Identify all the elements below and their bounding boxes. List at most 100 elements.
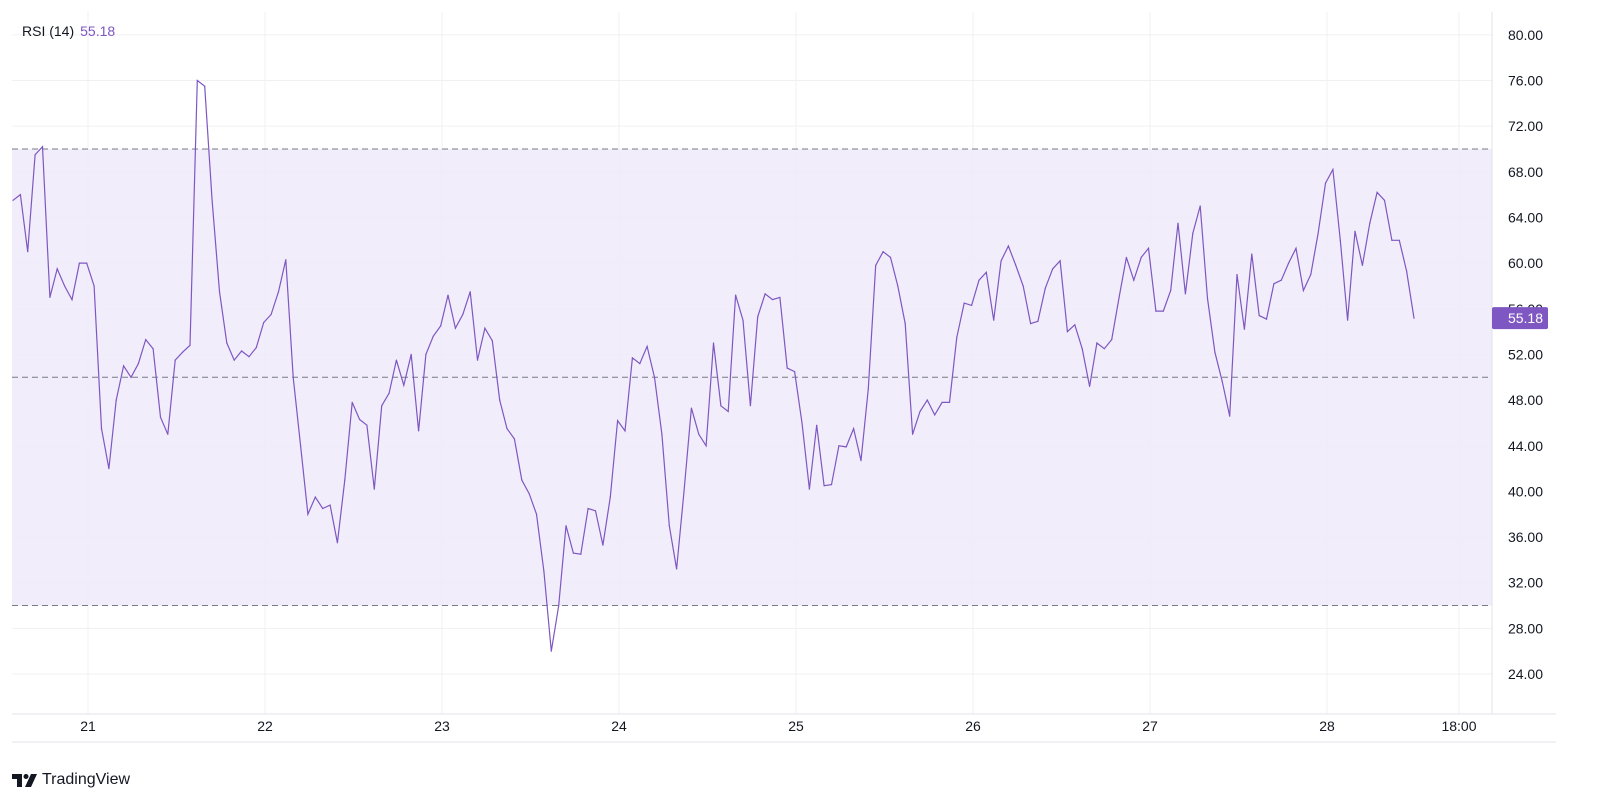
rsi-point bbox=[1147, 247, 1150, 249]
rsi-point bbox=[1273, 283, 1275, 285]
rsi-point bbox=[528, 493, 530, 495]
indicator-legend[interactable]: RSI (14) 55.18 bbox=[22, 23, 115, 39]
price-axis-tick-label: 28.00 bbox=[1508, 620, 1543, 636]
price-axis-tick-label: 68.00 bbox=[1508, 164, 1543, 180]
rsi-point bbox=[889, 256, 892, 258]
rsi-point bbox=[204, 85, 206, 87]
time-axis-tick-label: 22 bbox=[257, 718, 273, 734]
rsi-point bbox=[307, 513, 309, 515]
rsi-point bbox=[344, 479, 346, 481]
rsi-point bbox=[853, 428, 855, 430]
rsi-point bbox=[277, 291, 280, 293]
rsi-point bbox=[1074, 324, 1076, 326]
rsi-point bbox=[211, 199, 213, 201]
rsi-point bbox=[882, 251, 884, 253]
rsi-point bbox=[432, 335, 434, 337]
rsi-point bbox=[572, 552, 575, 554]
rsi-point bbox=[255, 347, 257, 349]
rsi-point bbox=[27, 251, 29, 253]
rsi-point bbox=[12, 199, 14, 201]
rsi-point bbox=[897, 285, 899, 287]
rsi-point bbox=[233, 359, 235, 361]
rsi-point bbox=[1044, 287, 1046, 289]
rsi-point bbox=[875, 264, 877, 266]
time-axis-tick-label: 28 bbox=[1319, 718, 1335, 734]
rsi-point bbox=[1199, 205, 1201, 207]
rsi-point bbox=[1361, 264, 1363, 266]
rsi-point bbox=[189, 344, 191, 346]
time-axis-tick-label: 23 bbox=[434, 718, 450, 734]
rsi-point bbox=[971, 304, 973, 306]
rsi-point bbox=[904, 323, 906, 325]
rsi-point bbox=[506, 428, 508, 430]
rsi-point bbox=[1406, 270, 1408, 272]
rsi-point bbox=[771, 299, 774, 301]
rsi-point bbox=[123, 365, 125, 367]
rsi-point bbox=[1354, 230, 1356, 232]
rsi-point bbox=[1265, 318, 1268, 320]
tradingview-logo-icon bbox=[12, 772, 38, 788]
rsi-point bbox=[329, 504, 331, 506]
rsi-point bbox=[469, 291, 471, 293]
current-value-label: 55.18 bbox=[1492, 307, 1548, 330]
rsi-point bbox=[1133, 279, 1135, 281]
rsi-point bbox=[594, 510, 597, 512]
rsi-point bbox=[64, 285, 66, 287]
rsi-point bbox=[926, 399, 928, 401]
tradingview-branding[interactable]: TradingView bbox=[12, 771, 130, 789]
rsi-point bbox=[300, 445, 302, 447]
rsi-point bbox=[676, 568, 678, 570]
rsi-point bbox=[1229, 415, 1231, 417]
price-axis[interactable]: 80.0076.0072.0068.0064.0060.0056.0052.00… bbox=[1508, 27, 1543, 682]
rsi-point bbox=[484, 327, 486, 329]
rsi-point bbox=[1015, 264, 1017, 266]
rsi-point bbox=[609, 496, 611, 498]
rsi-point bbox=[1052, 268, 1054, 270]
rsi-point bbox=[521, 479, 523, 481]
rsi-point bbox=[1103, 348, 1105, 350]
price-axis-tick-label: 72.00 bbox=[1508, 118, 1543, 134]
rsi-point bbox=[1243, 328, 1245, 330]
rsi-point bbox=[1376, 191, 1378, 193]
rsi-point bbox=[395, 359, 397, 361]
rsi-point bbox=[838, 445, 840, 447]
rsi-point bbox=[499, 399, 501, 401]
rsi-point bbox=[1251, 253, 1253, 255]
rsi-point bbox=[1000, 260, 1002, 262]
rsi-point bbox=[653, 376, 656, 378]
rsi-point bbox=[1007, 245, 1010, 247]
rsi-point bbox=[845, 446, 847, 448]
rsi-point bbox=[646, 345, 648, 347]
price-axis-tick-label: 52.00 bbox=[1508, 346, 1543, 362]
rsi-point bbox=[137, 363, 139, 365]
rsi-point bbox=[1413, 317, 1415, 319]
rsi-point bbox=[425, 353, 427, 355]
rsi-point bbox=[1177, 222, 1179, 224]
rsi-point bbox=[1022, 285, 1024, 287]
rsi-point bbox=[705, 445, 707, 447]
rsi-point bbox=[1214, 351, 1216, 353]
rsi-point bbox=[720, 405, 722, 407]
rsi-point bbox=[948, 401, 951, 403]
rsi-point bbox=[491, 340, 493, 342]
rsi-point bbox=[801, 422, 803, 424]
rsi-point bbox=[351, 401, 353, 403]
rsi-point bbox=[1383, 199, 1386, 201]
rsi-point bbox=[248, 356, 250, 358]
time-axis[interactable]: 21 22 23 24 25 26 27 28 18:00 bbox=[80, 718, 1477, 734]
rsi-point bbox=[462, 313, 464, 316]
rsi-point bbox=[100, 428, 103, 430]
price-axis-tick-label: 60.00 bbox=[1508, 255, 1543, 271]
rsi-point bbox=[602, 544, 604, 546]
price-axis-tick-label: 80.00 bbox=[1508, 27, 1543, 43]
rsi-point bbox=[1170, 289, 1172, 292]
rsi-point bbox=[1258, 315, 1260, 317]
rsi-point bbox=[1096, 342, 1098, 344]
rsi-point bbox=[78, 262, 80, 264]
rsi-point bbox=[359, 418, 361, 421]
rsi-point bbox=[867, 388, 869, 390]
rsi-point bbox=[145, 339, 147, 341]
rsi-point bbox=[440, 325, 442, 327]
